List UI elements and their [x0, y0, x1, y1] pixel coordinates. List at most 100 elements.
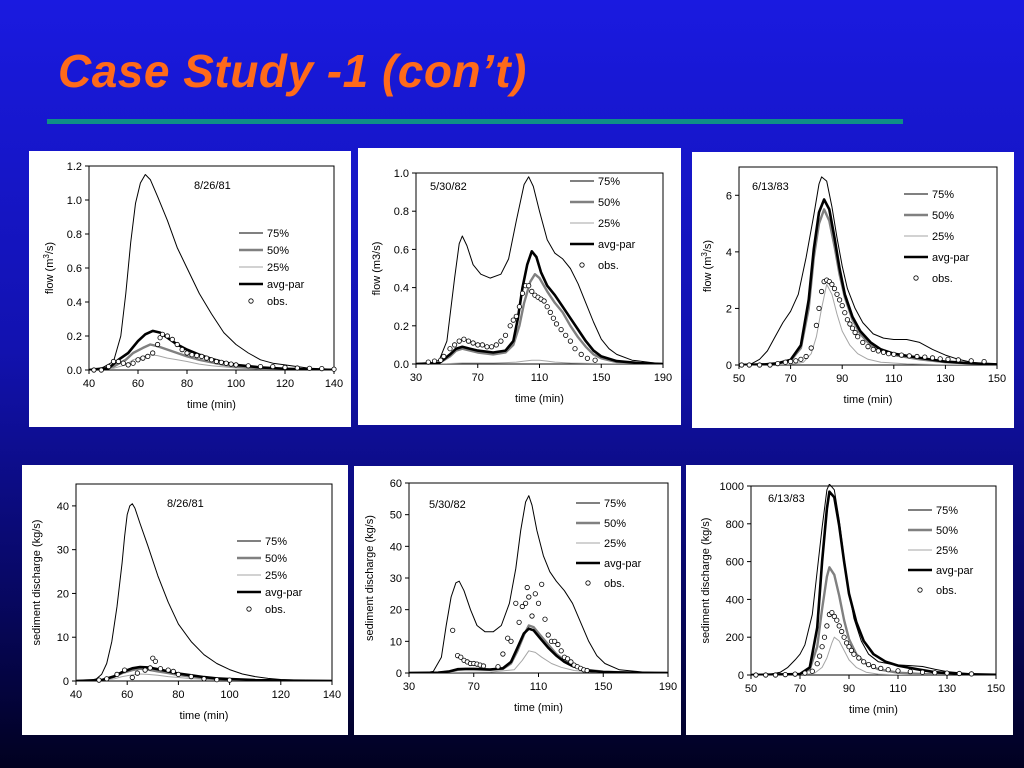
- observed-point: [981, 359, 987, 365]
- observed-point: [870, 663, 877, 670]
- observed-point: [140, 355, 146, 361]
- observed-point: [813, 322, 820, 328]
- observed-point: [567, 338, 573, 344]
- y-tick-label: 0.2: [394, 321, 409, 333]
- legend-label: 25%: [604, 538, 626, 550]
- observed-point: [319, 366, 325, 372]
- observed-point: [270, 364, 276, 370]
- y-axis-label: sediment discharge (kg/s): [700, 518, 712, 644]
- observed-point: [529, 613, 535, 619]
- x-tick-label: 110: [889, 683, 907, 695]
- legend-label: obs.: [936, 585, 957, 597]
- x-tick-label: 190: [659, 681, 677, 693]
- x-tick-label: 110: [530, 681, 548, 693]
- observed-point: [480, 663, 487, 669]
- plot-frame: [408, 482, 669, 674]
- chart-title: 8/26/81: [194, 180, 231, 192]
- observed-point: [803, 353, 809, 360]
- observed-point: [179, 347, 185, 353]
- legend-label: 50%: [932, 210, 954, 222]
- observed-point: [558, 648, 564, 654]
- observed-point: [510, 317, 516, 323]
- observed-point: [844, 640, 850, 646]
- observed-point: [834, 291, 840, 297]
- y-tick-label: 10: [390, 636, 402, 648]
- series-line-25: [751, 636, 996, 675]
- observed-point: [233, 362, 239, 368]
- observed-point: [821, 634, 828, 640]
- observed-point: [763, 672, 769, 678]
- x-tick-label: 100: [220, 689, 238, 701]
- observed-point: [218, 359, 224, 365]
- observed-point: [829, 281, 835, 287]
- observed-point: [816, 305, 822, 311]
- legend-label: avg-par: [604, 558, 642, 570]
- y-tick-label: 20: [57, 588, 69, 600]
- observed-point: [456, 338, 462, 344]
- observed-point: [189, 352, 195, 358]
- observed-point: [824, 623, 830, 629]
- observed-point: [865, 344, 871, 350]
- series-line-avgpar: [751, 490, 996, 675]
- observed-point: [447, 346, 453, 352]
- observed-point: [526, 594, 532, 600]
- observed-point: [245, 363, 251, 369]
- observed-point: [475, 342, 481, 348]
- observed-point: [508, 638, 514, 644]
- observed-point: [450, 627, 456, 633]
- observed-point: [968, 358, 974, 364]
- x-tick-label: 70: [472, 372, 484, 384]
- chart-sediment-1983: 0 200 400 600 800 1000 50 70 90 110 130 150 time (mi…: [686, 465, 1013, 735]
- observed-point: [875, 348, 881, 354]
- legend-marker: [579, 262, 585, 268]
- x-tick-label: 120: [276, 378, 294, 390]
- observed-point: [870, 346, 876, 352]
- chart-sediment-1982: 0 10 20 30 40 50 60 30 70 110 150 190 time (min) sedi…: [354, 466, 681, 735]
- x-axis-label: time (min): [844, 394, 893, 406]
- plot-frame: [738, 166, 998, 366]
- observed-point: [142, 667, 148, 673]
- x-tick-label: 40: [83, 378, 95, 390]
- y-tick-label: 0.4: [67, 297, 82, 309]
- y-tick-label: 0.2: [67, 331, 82, 343]
- y-tick-label: 0: [726, 360, 732, 372]
- observed-point: [956, 670, 962, 677]
- y-tick-label: 6: [726, 190, 732, 202]
- chart-title: 5/30/82: [430, 181, 467, 193]
- observed-point: [145, 353, 151, 359]
- observed-point: [834, 617, 840, 623]
- observed-point: [214, 677, 220, 683]
- observed-point: [184, 350, 190, 356]
- observed-point: [886, 351, 892, 357]
- chart-title: 6/13/83: [768, 493, 805, 505]
- observed-point: [157, 666, 164, 672]
- observed-point: [906, 353, 912, 359]
- series-line-50: [739, 208, 997, 365]
- legend-label: 75%: [604, 498, 626, 510]
- observed-point: [201, 676, 207, 682]
- x-tick-label: 50: [745, 683, 757, 695]
- observed-point: [513, 313, 519, 319]
- observed-point: [922, 354, 928, 360]
- observed-point: [294, 365, 300, 371]
- observed-point: [782, 359, 789, 365]
- observed-point: [122, 667, 128, 673]
- chart-flow-1981: 0.0 0.2 0.4 0.6 0.8 1.0 1.2 40 60 80 100 120 140 time…: [29, 151, 351, 427]
- legend-label: 50%: [598, 197, 620, 209]
- observed-point: [851, 651, 857, 657]
- observed-point: [841, 634, 847, 640]
- y-tick-label: 0.6: [67, 263, 82, 275]
- series-line-50: [416, 273, 663, 364]
- observed-point: [565, 656, 571, 662]
- chart-svg: 0 10 20 30 40 50 60 30 70 110 150 190 time (min) sedi…: [364, 478, 677, 714]
- observed-point: [152, 658, 158, 664]
- observed-point: [114, 671, 120, 677]
- observed-point: [129, 674, 135, 681]
- y-tick-label: 1.2: [67, 161, 82, 173]
- x-axis-label: time (min): [187, 399, 236, 411]
- observed-point: [134, 670, 141, 676]
- observed-point: [465, 338, 472, 344]
- observed-point: [170, 668, 176, 674]
- observed-point: [572, 346, 578, 352]
- y-tick-label: 0: [396, 668, 402, 680]
